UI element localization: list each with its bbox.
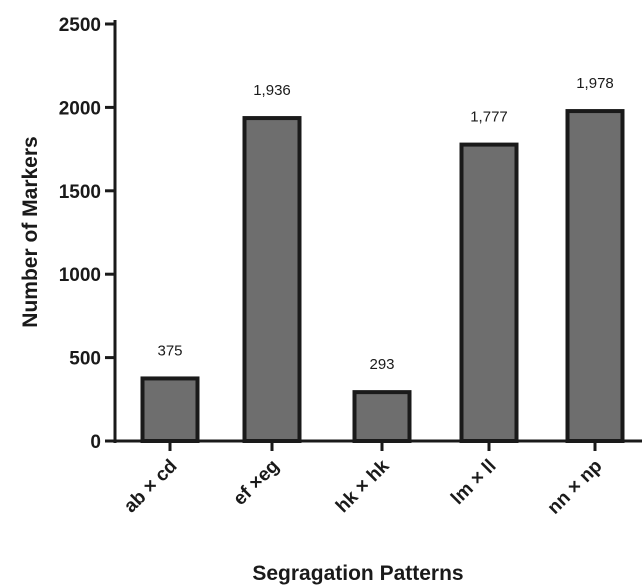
y-axis-title: Number of Markers [19, 136, 42, 327]
bar [140, 376, 200, 444]
x-tick-label: ef ×eg [229, 456, 283, 510]
x-tick-label: nn × np [544, 456, 607, 519]
bar [459, 142, 519, 443]
x-ticks-group: ab × cd ef ×eg hk × hk lm × ll nn × np [120, 441, 607, 519]
data-label: 1,978 [576, 75, 614, 92]
y-tick-label: 0 [90, 432, 101, 453]
data-label: 293 [369, 356, 394, 373]
y-tick-label: 2000 [59, 98, 101, 119]
y-ticks-group: 0 500 1000 1500 2000 2500 [59, 15, 115, 453]
y-tick-label: 1500 [59, 182, 101, 203]
bar [242, 116, 302, 444]
data-label: 375 [157, 342, 182, 359]
bar [352, 390, 412, 443]
data-label: 1,777 [470, 109, 508, 126]
bars-group [140, 109, 625, 444]
y-tick-label: 1000 [59, 265, 101, 286]
data-label: 1,936 [253, 82, 291, 99]
x-tick-label: ab × cd [120, 456, 182, 518]
x-tick-label: lm × ll [447, 456, 500, 509]
y-tick-label: 500 [69, 349, 101, 370]
y-tick-label: 2500 [59, 15, 101, 36]
x-axis-title: Segragation Patterns [252, 562, 463, 585]
x-tick-label: hk × hk [332, 455, 394, 517]
bar [565, 109, 625, 443]
data-labels-group: 375 1,936 293 1,777 1,978 [157, 75, 613, 373]
